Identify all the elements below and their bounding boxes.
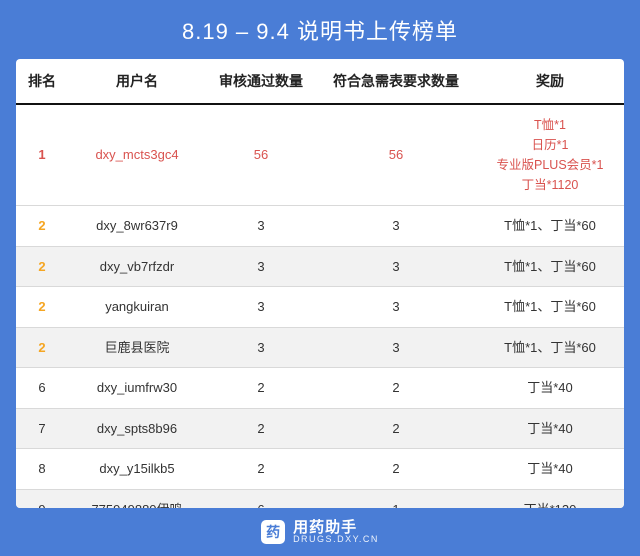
cell-pass: 2 [206,368,316,409]
cell-reward: T恤*1、丁当*60 [476,287,624,328]
cell-pass: 56 [206,104,316,206]
leaderboard-card: 8.19 – 9.4 说明书上传榜单 排名 用户名 审核通过数量 符合急需表要求… [0,0,640,556]
cell-user: dxy_8wr637r9 [68,206,206,247]
cell-urgent: 56 [316,104,476,206]
col-pass: 审核通过数量 [206,59,316,104]
cell-reward: 丁当*40 [476,408,624,449]
brand-name: 用药助手 [293,520,379,536]
cell-rank: 9 [16,489,68,508]
table-row: 9775949880伊鸣61丁当*120 [16,489,624,508]
table-row: 2dxy_8wr637r933T恤*1、丁当*60 [16,206,624,247]
cell-reward: 丁当*120 [476,489,624,508]
cell-pass: 2 [206,408,316,449]
table-header-row: 排名 用户名 审核通过数量 符合急需表要求数量 奖励 [16,59,624,104]
leaderboard-table-wrap: 排名 用户名 审核通过数量 符合急需表要求数量 奖励 1dxy_mcts3gc4… [16,59,624,508]
cell-pass: 3 [206,287,316,328]
cell-reward: T恤*1、丁当*60 [476,246,624,287]
cell-reward: T恤*1日历*1专业版PLUS会员*1丁当*1120 [476,104,624,206]
page-title: 8.19 – 9.4 说明书上传榜单 [0,0,640,59]
title-text: 8.19 – 9.4 说明书上传榜单 [182,14,458,46]
leaderboard-table: 排名 用户名 审核通过数量 符合急需表要求数量 奖励 1dxy_mcts3gc4… [16,59,624,508]
cell-user: 775949880伊鸣 [68,489,206,508]
cell-urgent: 2 [316,408,476,449]
col-rank: 排名 [16,59,68,104]
cell-rank: 1 [16,104,68,206]
col-urgent: 符合急需表要求数量 [316,59,476,104]
cell-urgent: 3 [316,206,476,247]
cell-reward: T恤*1、丁当*60 [476,327,624,368]
cell-pass: 2 [206,449,316,490]
table-row: 2dxy_vb7rfzdr33T恤*1、丁当*60 [16,246,624,287]
table-row: 1dxy_mcts3gc45656T恤*1日历*1专业版PLUS会员*1丁当*1… [16,104,624,206]
brand-logo-icon: 药 [261,520,285,544]
cell-urgent: 2 [316,368,476,409]
cell-user: dxy_mcts3gc4 [68,104,206,206]
table-row: 2yangkuiran33T恤*1、丁当*60 [16,287,624,328]
cell-urgent: 3 [316,287,476,328]
cell-user: dxy_iumfrw30 [68,368,206,409]
cell-rank: 2 [16,327,68,368]
col-user: 用户名 [68,59,206,104]
cell-rank: 2 [16,287,68,328]
table-row: 7dxy_spts8b9622丁当*40 [16,408,624,449]
cell-user: dxy_spts8b96 [68,408,206,449]
cell-user: dxy_vb7rfzdr [68,246,206,287]
cell-urgent: 3 [316,246,476,287]
cell-rank: 2 [16,246,68,287]
table-row: 6dxy_iumfrw3022丁当*40 [16,368,624,409]
col-reward: 奖励 [476,59,624,104]
cell-pass: 3 [206,246,316,287]
cell-rank: 7 [16,408,68,449]
cell-pass: 3 [206,206,316,247]
cell-reward: 丁当*40 [476,368,624,409]
cell-user: yangkuiran [68,287,206,328]
footer: 药 用药助手 DRUGS.DXY.CN [0,508,640,556]
cell-urgent: 2 [316,449,476,490]
cell-rank: 2 [16,206,68,247]
cell-urgent: 1 [316,489,476,508]
table-body: 1dxy_mcts3gc45656T恤*1日历*1专业版PLUS会员*1丁当*1… [16,104,624,508]
cell-pass: 6 [206,489,316,508]
cell-reward: T恤*1、丁当*60 [476,206,624,247]
brand-url: DRUGS.DXY.CN [293,535,379,544]
cell-user: 巨鹿县医院 [68,327,206,368]
cell-pass: 3 [206,327,316,368]
cell-reward: 丁当*40 [476,449,624,490]
cell-urgent: 3 [316,327,476,368]
brand-block: 用药助手 DRUGS.DXY.CN [293,520,379,545]
cell-user: dxy_y15ilkb5 [68,449,206,490]
cell-rank: 6 [16,368,68,409]
cell-rank: 8 [16,449,68,490]
table-row: 2巨鹿县医院33T恤*1、丁当*60 [16,327,624,368]
table-row: 8dxy_y15ilkb522丁当*40 [16,449,624,490]
